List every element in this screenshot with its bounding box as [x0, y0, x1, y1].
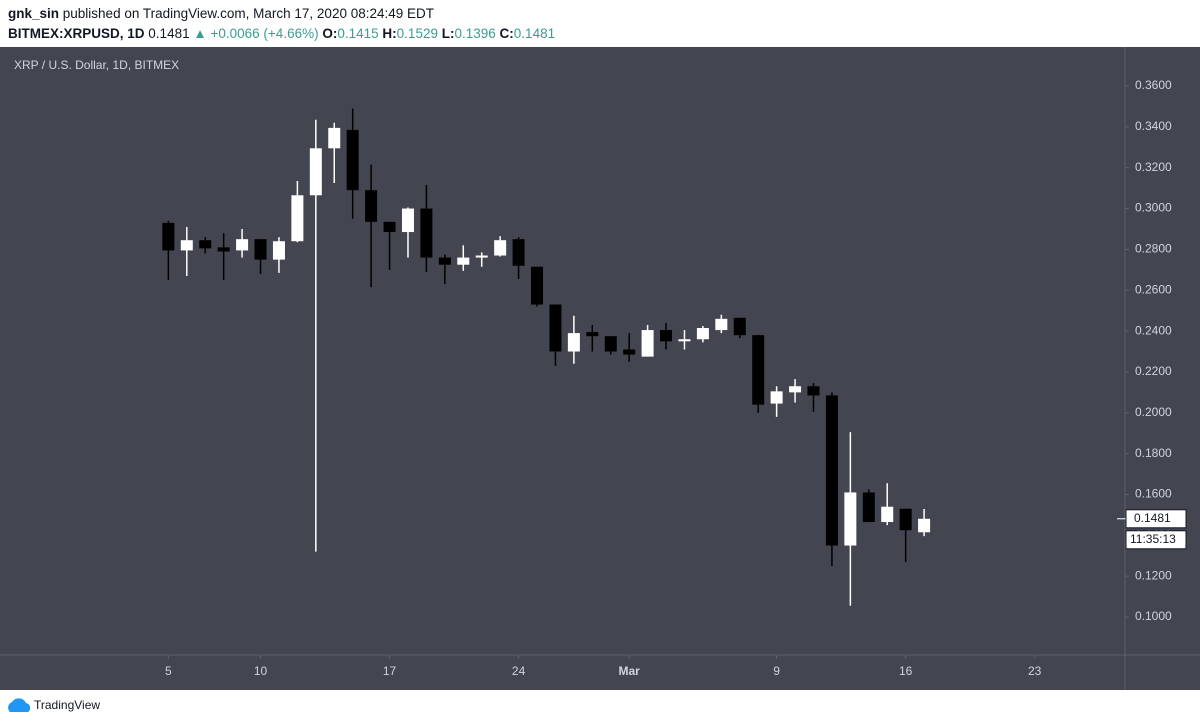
change: +0.0066 (+4.66%) — [210, 26, 319, 41]
candle-body — [365, 190, 378, 222]
last-price-label: 0.1481 — [1134, 511, 1171, 525]
x-tick-label: 5 — [165, 664, 172, 678]
x-tick-label: 9 — [773, 664, 780, 678]
y-tick-label: 0.3200 — [1135, 160, 1172, 174]
ohlc-value: 0.1415 — [337, 26, 379, 41]
candle-body — [420, 208, 433, 258]
x-tick-label: 17 — [383, 664, 397, 678]
published: published on TradingView.com, March 17, … — [62, 6, 435, 21]
candle-body — [272, 241, 285, 260]
chart-title: XRP / U.S. Dollar, 1D, BITMEX — [14, 58, 179, 72]
symbol: BITMEX:XRPUSD, 1D — [8, 26, 145, 41]
candle-body — [623, 349, 636, 355]
candle-body — [660, 330, 673, 342]
candle-body — [715, 318, 728, 331]
candle-body — [346, 129, 359, 191]
x-tick-label: 23 — [1028, 664, 1042, 678]
ohlc-label: L: — [441, 26, 455, 41]
y-tick-label: 0.1600 — [1135, 487, 1172, 501]
candle-body — [549, 304, 562, 352]
y-tick-label: 0.1800 — [1135, 446, 1172, 460]
ohlc: O:0.1415 H:0.1529 L:0.1396 C:0.1481 — [322, 26, 555, 41]
logo-icon — [8, 698, 31, 712]
chart-background — [0, 47, 1200, 690]
candle-body — [752, 335, 765, 405]
candle-body — [641, 330, 654, 357]
countdown-tag — [1125, 530, 1187, 550]
ohlc-value: 0.1481 — [513, 26, 556, 41]
candle-body — [807, 386, 820, 396]
candle-body — [309, 148, 322, 196]
candle-body — [844, 492, 857, 546]
candle-body — [733, 317, 746, 336]
x-tick-label: 10 — [254, 664, 268, 678]
y-tick-label: 0.2000 — [1135, 405, 1172, 419]
candle-body — [180, 240, 193, 251]
y-tick-label: 0.2400 — [1135, 323, 1172, 337]
publish-line: gnk_sin published on TradingView.com, Ma… — [8, 4, 555, 24]
x-tick-label: Mar — [618, 664, 640, 678]
last-price-tag — [1125, 509, 1187, 529]
countdown: 11:35:13 — [1130, 532, 1176, 546]
y-tick-label: 0.2600 — [1135, 282, 1172, 296]
candle-body — [862, 492, 875, 523]
candle-body — [494, 240, 507, 256]
ohlc-value: 0.1529 — [396, 26, 438, 41]
candle-body — [586, 332, 599, 337]
header: gnk_sin published on TradingView.com, Ma… — [8, 4, 555, 44]
candle-body — [457, 257, 470, 265]
candle-body — [825, 395, 838, 546]
y-tick-label: 0.3600 — [1135, 78, 1172, 92]
y-tick-label: 0.3400 — [1135, 119, 1172, 133]
y-tick-label: 0.3000 — [1135, 201, 1172, 215]
candle-body — [531, 266, 544, 305]
footer-logo: TradingView — [8, 698, 100, 712]
last: 0.1481 — [148, 26, 190, 41]
candle-body — [162, 222, 175, 251]
ohlc-value: 0.1396 — [454, 26, 496, 41]
candle-body — [918, 518, 931, 533]
candle-body — [401, 208, 414, 233]
y-tick-label: 0.1000 — [1135, 609, 1172, 623]
candle-body — [881, 506, 894, 523]
ohlc-label: C: — [499, 26, 514, 41]
candle-body — [438, 257, 451, 265]
candle-body — [291, 195, 304, 242]
candle-body — [236, 239, 249, 251]
candle-body — [770, 391, 783, 404]
ohlc-label: O: — [322, 26, 338, 41]
candle-body — [475, 255, 488, 258]
symbol-line: BITMEX:XRPUSD, 1D 0.1481 ▲ +0.0066 (+4.6… — [8, 24, 555, 44]
candle-body — [789, 386, 802, 393]
candle-body — [328, 127, 341, 149]
x-tick-label: 24 — [512, 664, 526, 678]
y-tick-label: 0.1200 — [1135, 568, 1172, 582]
candle-body — [512, 239, 525, 266]
y-tick-label: 0.2800 — [1135, 242, 1172, 256]
y-tick-label: 0.2200 — [1135, 364, 1172, 378]
candle-body — [696, 328, 709, 340]
brand: TradingView — [34, 698, 100, 712]
author: gnk_sin — [8, 6, 60, 21]
candle-body — [199, 240, 212, 249]
candle-body — [383, 221, 396, 233]
candle-body — [567, 333, 580, 352]
candle-body — [604, 336, 617, 352]
candle-body — [254, 239, 267, 260]
arrow: ▲ — [193, 26, 207, 41]
ohlc-label: H: — [382, 26, 397, 41]
candle-body — [899, 508, 912, 531]
candle-body — [678, 339, 691, 342]
candle-body — [217, 247, 230, 252]
x-tick-label: 16 — [899, 664, 913, 678]
